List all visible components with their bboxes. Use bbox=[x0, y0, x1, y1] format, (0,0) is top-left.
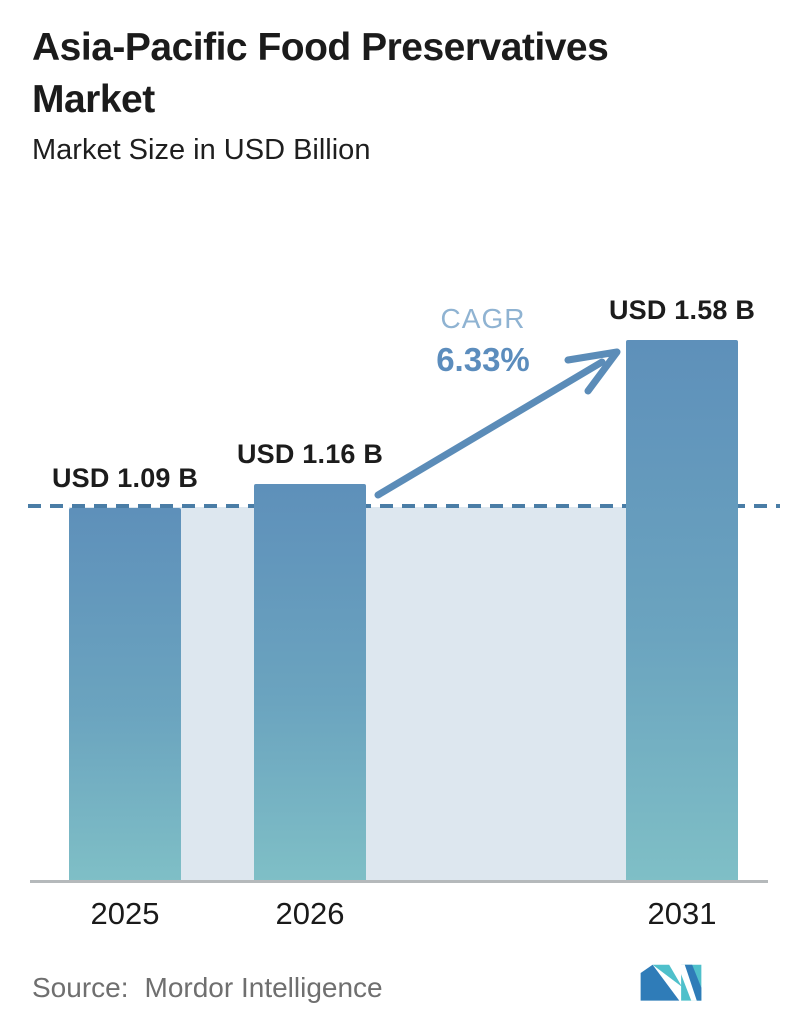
cagr-label: CAGR bbox=[440, 303, 526, 334]
bar-2031 bbox=[626, 340, 738, 881]
bar-2026 bbox=[254, 484, 366, 881]
x-tick-2031: 2031 bbox=[647, 896, 717, 931]
x-axis-line bbox=[30, 880, 768, 883]
value-label-2031: USD 1.58 B bbox=[608, 295, 756, 325]
cagr-annotation: CAGR 6.33% bbox=[408, 303, 558, 379]
x-tick-2025: 2025 bbox=[90, 896, 160, 931]
reference-dashed-line bbox=[28, 504, 780, 508]
value-label-2025: USD 1.09 B bbox=[51, 463, 199, 493]
chart-subtitle: Market Size in USD Billion bbox=[32, 134, 371, 166]
source-label: Source: bbox=[32, 972, 129, 1003]
source-attribution: Source: Mordor Intelligence bbox=[32, 972, 383, 1004]
cagr-value: 6.33% bbox=[436, 341, 530, 378]
mordor-intelligence-logo bbox=[640, 964, 702, 1001]
value-label-2026: USD 1.16 B bbox=[236, 439, 384, 469]
source-name: Mordor Intelligence bbox=[144, 972, 383, 1003]
x-tick-2026: 2026 bbox=[275, 896, 345, 931]
page-title: Asia-Pacific Food Preservatives Market bbox=[32, 26, 609, 121]
bar-2025 bbox=[69, 508, 181, 881]
